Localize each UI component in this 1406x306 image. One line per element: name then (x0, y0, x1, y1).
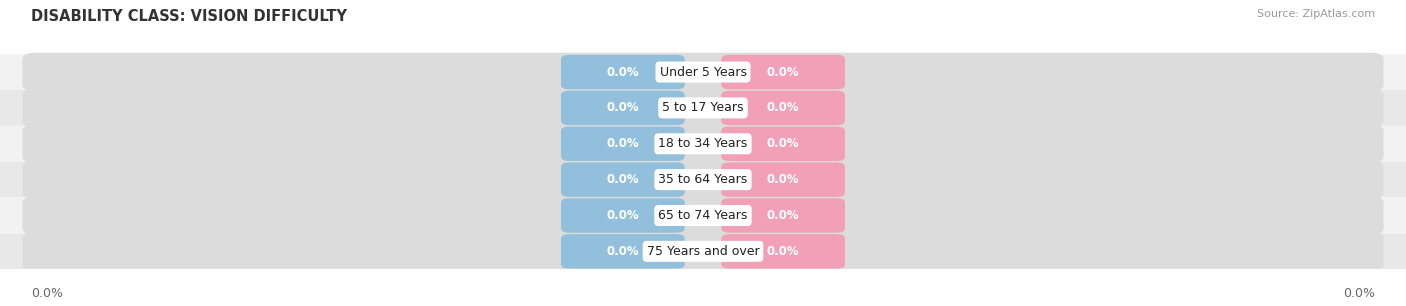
Text: 0.0%: 0.0% (766, 173, 800, 186)
FancyBboxPatch shape (22, 53, 1384, 91)
Text: 0.0%: 0.0% (1343, 287, 1375, 300)
FancyBboxPatch shape (0, 90, 1406, 126)
Text: 65 to 74 Years: 65 to 74 Years (658, 209, 748, 222)
FancyBboxPatch shape (721, 127, 845, 161)
FancyBboxPatch shape (721, 55, 845, 89)
FancyBboxPatch shape (561, 91, 685, 125)
Text: 0.0%: 0.0% (606, 137, 640, 150)
Text: 0.0%: 0.0% (31, 287, 63, 300)
FancyBboxPatch shape (0, 54, 1406, 90)
FancyBboxPatch shape (22, 160, 1384, 199)
FancyBboxPatch shape (0, 233, 1406, 269)
FancyBboxPatch shape (561, 127, 685, 161)
Text: 0.0%: 0.0% (766, 245, 800, 258)
Text: 0.0%: 0.0% (606, 209, 640, 222)
FancyBboxPatch shape (22, 196, 1384, 235)
FancyBboxPatch shape (561, 234, 685, 269)
Text: 0.0%: 0.0% (606, 65, 640, 79)
Text: 0.0%: 0.0% (606, 101, 640, 114)
Text: 18 to 34 Years: 18 to 34 Years (658, 137, 748, 150)
FancyBboxPatch shape (0, 126, 1406, 162)
Text: Under 5 Years: Under 5 Years (659, 65, 747, 79)
FancyBboxPatch shape (0, 198, 1406, 233)
FancyBboxPatch shape (721, 162, 845, 197)
FancyBboxPatch shape (561, 198, 685, 233)
FancyBboxPatch shape (22, 88, 1384, 127)
FancyBboxPatch shape (22, 125, 1384, 163)
FancyBboxPatch shape (721, 91, 845, 125)
Text: 0.0%: 0.0% (766, 137, 800, 150)
Text: 0.0%: 0.0% (766, 209, 800, 222)
FancyBboxPatch shape (0, 162, 1406, 198)
Text: 75 Years and over: 75 Years and over (647, 245, 759, 258)
Text: DISABILITY CLASS: VISION DIFFICULTY: DISABILITY CLASS: VISION DIFFICULTY (31, 9, 347, 24)
Text: 0.0%: 0.0% (606, 245, 640, 258)
FancyBboxPatch shape (721, 198, 845, 233)
Text: 0.0%: 0.0% (606, 173, 640, 186)
Text: 5 to 17 Years: 5 to 17 Years (662, 101, 744, 114)
Text: 0.0%: 0.0% (766, 65, 800, 79)
Text: Source: ZipAtlas.com: Source: ZipAtlas.com (1257, 9, 1375, 19)
Text: 0.0%: 0.0% (766, 101, 800, 114)
FancyBboxPatch shape (561, 162, 685, 197)
FancyBboxPatch shape (561, 55, 685, 89)
Text: 35 to 64 Years: 35 to 64 Years (658, 173, 748, 186)
FancyBboxPatch shape (721, 234, 845, 269)
FancyBboxPatch shape (22, 232, 1384, 271)
